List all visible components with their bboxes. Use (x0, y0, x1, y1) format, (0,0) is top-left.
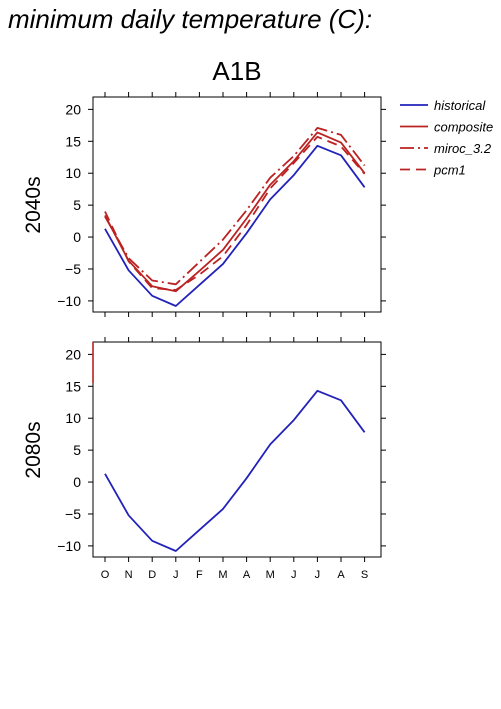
y-tick-label: −5 (65, 506, 81, 522)
x-tick-label: N (125, 569, 133, 581)
x-tick-label: J (173, 569, 179, 581)
legend-label: pcm1 (433, 163, 466, 178)
y-tick-label: 5 (73, 197, 81, 213)
y-tick-label: 10 (65, 410, 81, 426)
panel-2040s: 2040s −10 −5 0 5 10 15 20 (22, 92, 386, 317)
x-tick-label: M (266, 569, 275, 581)
y-tick-label: −10 (57, 538, 81, 554)
panel-label: 2080s (22, 421, 45, 478)
page-title: minimum daily temperature (C): (8, 4, 373, 34)
legend-label: composite (434, 120, 493, 135)
legend-label: miroc_3.2 (434, 141, 492, 156)
y-axis: −10 −5 0 5 10 15 20 (57, 346, 386, 554)
series-line-historical (104, 144, 366, 307)
x-axis (104, 92, 366, 317)
y-tick-label: 15 (65, 133, 81, 149)
series-group (104, 127, 366, 307)
y-tick-label: 15 (65, 378, 81, 394)
y-tick-label: −5 (65, 261, 81, 277)
x-tick-label: S (361, 569, 368, 581)
x-tick-label: J (291, 569, 297, 581)
series-group (104, 389, 366, 552)
x-tick-label: M (218, 569, 227, 581)
panel-2080s: 2080s −10 −5 0 5 10 15 20 O N D J F M A M J J A S (22, 337, 386, 581)
legend: historical composite miroc_3.2 pcm1 (400, 98, 493, 178)
y-tick-label: 5 (73, 442, 81, 458)
y-tick-label: 0 (73, 229, 81, 245)
legend-label: historical (434, 98, 486, 113)
series-line-historical (104, 389, 366, 552)
series-line-composite (104, 131, 366, 293)
x-tick-label: D (148, 569, 156, 581)
x-tick-label: A (243, 569, 251, 581)
x-tick-label: O (101, 569, 110, 581)
plot-frame (92, 341, 382, 558)
x-tick-label: A (337, 569, 345, 581)
x-tick-label: F (196, 569, 203, 581)
plot-frame (92, 96, 382, 313)
x-tick-label: J (315, 569, 321, 581)
y-tick-label: 20 (65, 346, 81, 362)
y-tick-label: −10 (57, 293, 81, 309)
panel-label: 2040s (22, 176, 45, 233)
series-line-pcm1 (104, 135, 366, 291)
y-tick-label: 0 (73, 474, 81, 490)
scenario-label: A1B (212, 56, 261, 86)
y-axis: −10 −5 0 5 10 15 20 (57, 101, 386, 309)
y-tick-label: 10 (65, 165, 81, 181)
series-line-miroc-3-2 (104, 127, 366, 286)
y-tick-label: 20 (65, 101, 81, 117)
